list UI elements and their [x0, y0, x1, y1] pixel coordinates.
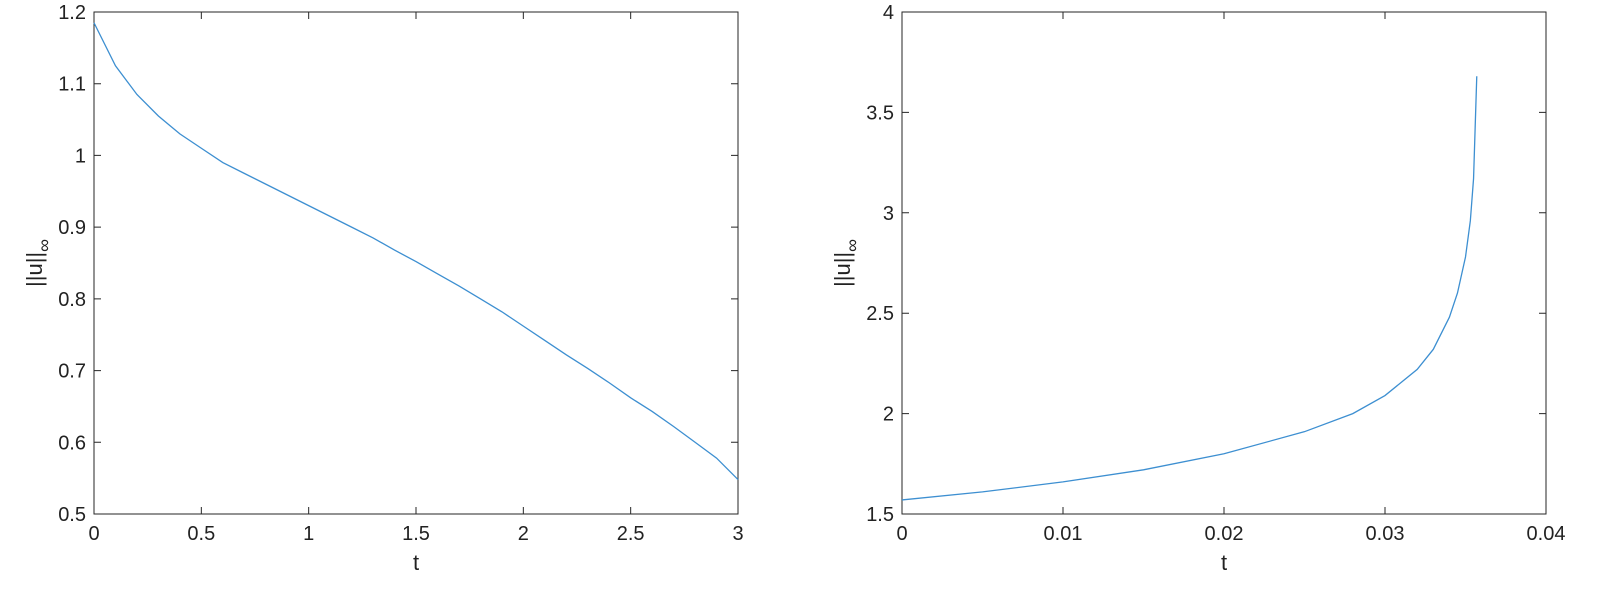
x-tick-label: 0.01 — [1044, 523, 1083, 545]
x-tick-label: 2 — [518, 523, 529, 545]
y-axis-label-sub: ∞ — [34, 239, 54, 252]
plot: 0 0.5 1 1.5 2 2.5 30.50.60.70.80.911.11.2t||u|… — [22, 2, 744, 575]
y-tick-label: 0.9 — [58, 217, 86, 239]
x-tick-label: 1.5 — [402, 523, 430, 545]
plot: 0 0.01 0.02 0.03 0.04 1.5 2 2.5 3 3.5 4 t ||u||∞ — [830, 2, 1565, 575]
y-tick-label: 0.5 — [58, 504, 86, 526]
y-tick-label: 0.7 — [58, 361, 86, 383]
x-axis-label: t — [413, 550, 419, 575]
x-tick-label: 0 — [88, 523, 99, 545]
y-tick-label: 3 — [883, 203, 894, 225]
x-tick-label: 1 — [303, 523, 314, 545]
y-tick-label: 4 — [883, 2, 894, 24]
data-line — [901, 76, 1478, 501]
y-tick-label: 3.5 — [866, 102, 894, 124]
x-tick-label: 0.02 — [1205, 523, 1244, 545]
y-tick-label: 0.6 — [58, 432, 86, 454]
x-tick-label: 0.04 — [1527, 523, 1566, 545]
x-tick-label: 0 — [896, 523, 907, 545]
y-tick-label: 1.2 — [58, 2, 86, 24]
y-tick-label: 1.5 — [866, 504, 894, 526]
y-tick-label: 2.5 — [866, 303, 894, 325]
x-tick-label: 2.5 — [617, 523, 645, 545]
data-line — [93, 22, 739, 481]
y-tick-label: 0.8 — [58, 289, 86, 311]
x-tick-label: 0.03 — [1366, 523, 1405, 545]
x-tick-label: 0.5 — [187, 523, 215, 545]
y-tick-label: 1.1 — [58, 74, 86, 96]
y-axis-label: ||u||∞ — [830, 239, 862, 287]
axes-box — [93, 11, 739, 515]
y-tick-label: 2 — [883, 404, 894, 426]
y-axis-label: ||u||∞ — [22, 239, 54, 287]
y-axis-label-sub: ∞ — [842, 239, 862, 252]
y-axis-label-main: ||u|| — [830, 252, 855, 287]
y-tick-label: 1 — [75, 145, 86, 167]
y-axis-label-main: ||u|| — [22, 252, 47, 287]
axes-box — [901, 11, 1547, 515]
x-tick-label: 3 — [732, 523, 743, 545]
x-axis-label: t — [1221, 550, 1227, 575]
